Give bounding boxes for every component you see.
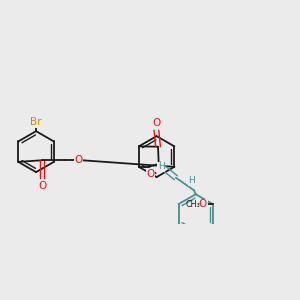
Text: O: O [199,199,207,209]
Text: H: H [188,176,195,185]
Text: H: H [158,162,165,171]
Text: Br: Br [30,117,42,127]
Text: O: O [146,169,154,179]
Text: O: O [74,155,83,165]
Text: O: O [152,118,160,128]
Text: CH₃: CH₃ [186,200,200,209]
Text: O: O [38,181,46,191]
